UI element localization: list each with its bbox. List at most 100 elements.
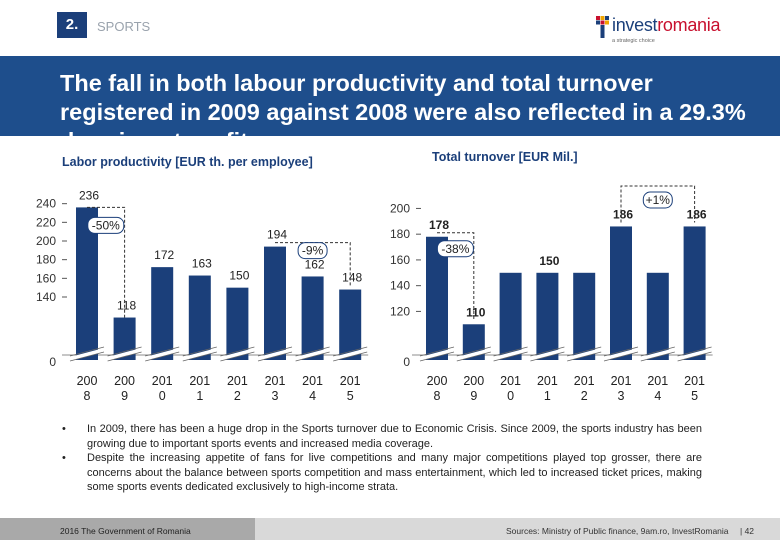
labor-category-label: 201 xyxy=(227,374,248,388)
turnover-axis-break-line xyxy=(530,351,565,362)
labor-axis-break xyxy=(295,348,331,361)
turnover-axis-break xyxy=(456,348,492,361)
labor-ytick-label: 240 xyxy=(36,197,56,211)
footer-sources: Sources: Ministry of Public finance, 9am… xyxy=(506,526,729,536)
turnover-bar xyxy=(536,272,559,360)
turnover-bar xyxy=(610,226,632,360)
labor-axis-break-line xyxy=(333,346,368,357)
turnover-bar xyxy=(646,272,669,360)
turnover-annotation-2: +1% xyxy=(646,193,671,207)
turnover-category-label: 201 xyxy=(684,374,705,388)
section-number: 2. xyxy=(57,12,87,38)
labor-value-label: 236 xyxy=(79,188,99,202)
logo-mark-icon xyxy=(596,16,609,38)
labor-bar xyxy=(76,207,98,360)
turnover-value-label: 150 xyxy=(539,254,559,268)
turnover-axis-break-line xyxy=(567,351,602,362)
labor-axis-break-line xyxy=(295,346,330,357)
labor-value-label: 194 xyxy=(267,228,287,242)
turnover-axis-break-line xyxy=(456,351,491,362)
turnover-axis-break xyxy=(677,348,713,361)
turnover-category-label: 200 xyxy=(463,374,484,388)
turnover-axis-break-line xyxy=(456,346,491,357)
turnover-axis-break-line xyxy=(603,346,639,357)
labor-axis-break-line xyxy=(257,351,293,362)
labor-value-label: 162 xyxy=(305,257,325,271)
labor-category-label: 8 xyxy=(84,389,91,403)
turnover-category-label: 200 xyxy=(427,374,448,388)
turnover-axis-break-line xyxy=(419,351,455,362)
commentary-item: • Despite the increasing appetite of fans… xyxy=(62,451,702,495)
labor-bar xyxy=(339,289,362,360)
labor-axis-break-line xyxy=(220,346,255,357)
turnover-category-label: 2 xyxy=(581,389,588,403)
labor-ybreak-label: 0 xyxy=(49,355,56,369)
turnover-axis-break xyxy=(603,348,639,361)
labor-axis-break-line xyxy=(295,351,330,362)
section-label: SPORTS xyxy=(97,19,151,34)
turnover-category-label: 201 xyxy=(574,374,595,388)
labor-axis-break-line xyxy=(182,346,217,357)
labor-category-label: 5 xyxy=(347,389,354,403)
chart-title-labor-productivity: Labor productivity [EUR th. per employee… xyxy=(62,155,313,169)
labor-category-label: 9 xyxy=(121,389,128,403)
investromania-logo[interactable]: investromania a strategic choice xyxy=(596,14,746,48)
title-band: The fall in both labour productivity and… xyxy=(0,56,780,136)
labor-category-label: 200 xyxy=(77,374,98,388)
labor-category-label: 0 xyxy=(159,389,166,403)
labor-axis-break-line xyxy=(257,346,293,357)
turnover-annotation-2-box xyxy=(642,191,673,209)
turnover-annotation-1-box xyxy=(436,240,474,258)
labor-bar xyxy=(264,246,286,360)
turnover-value-label: 186 xyxy=(613,207,633,221)
turnover-category-label: 201 xyxy=(537,374,558,388)
turnover-category-label: 201 xyxy=(647,374,668,388)
footer-copyright: 2016 The Government of Romania xyxy=(60,526,191,536)
labor-bar xyxy=(301,276,324,360)
labor-axis-break-line xyxy=(145,346,180,357)
turnover-axis-break-line xyxy=(677,346,712,357)
labor-annotation-2: -9% xyxy=(302,244,324,258)
turnover-ytick-label: 180 xyxy=(390,227,410,241)
labor-bar xyxy=(188,275,211,360)
turnover-axis-break-line xyxy=(530,346,565,357)
turnover-axis-break-line xyxy=(640,346,675,357)
turnover-value-label: 178 xyxy=(429,218,449,232)
labor-category-label: 3 xyxy=(272,389,279,403)
turnover-axis-break xyxy=(529,348,565,361)
turnover-ytick-label: 140 xyxy=(390,279,410,293)
labor-axis-break-line xyxy=(145,351,180,362)
labor-axis-break xyxy=(257,348,293,361)
turnover-bar xyxy=(683,226,706,360)
turnover-ytick-label: 200 xyxy=(390,201,410,215)
commentary-text: Despite the increasing appetite of fans … xyxy=(87,452,702,493)
labor-value-label: 172 xyxy=(154,248,174,262)
chart-title-total-turnover: Total turnover [EUR Mil.] xyxy=(432,150,578,164)
labor-category-label: 2 xyxy=(234,389,241,403)
labor-bar xyxy=(113,317,136,360)
logo-wordmark: investromania xyxy=(612,15,720,36)
labor-axis-break-line xyxy=(69,351,105,362)
labor-axis-break xyxy=(332,348,368,361)
turnover-annotation-1-connector xyxy=(437,232,475,321)
labor-axis-break-line xyxy=(107,346,142,357)
turnover-category-label: 201 xyxy=(611,374,632,388)
commentary-list: • In 2009, there has been a huge drop in … xyxy=(62,422,702,495)
bullet-icon: • xyxy=(62,452,66,464)
logo-name-part2: romania xyxy=(657,15,721,35)
turnover-axis-break-line xyxy=(640,351,675,362)
turnover-value-label: 110 xyxy=(466,305,486,319)
labor-bar xyxy=(151,267,174,360)
labor-axis-break xyxy=(219,348,255,361)
turnover-bar xyxy=(573,272,596,360)
turnover-category-label: 5 xyxy=(691,389,698,403)
turnover-category-label: 3 xyxy=(618,389,625,403)
turnover-category-label: 8 xyxy=(434,389,441,403)
labor-category-label: 201 xyxy=(189,374,210,388)
labor-ytick-label: 140 xyxy=(36,290,56,304)
turnover-category-label: 201 xyxy=(500,374,521,388)
turnover-category-label: 4 xyxy=(654,389,661,403)
turnover-axis-break xyxy=(493,348,529,361)
labor-axis-break-line xyxy=(220,351,255,362)
labor-axis-break xyxy=(69,348,105,361)
